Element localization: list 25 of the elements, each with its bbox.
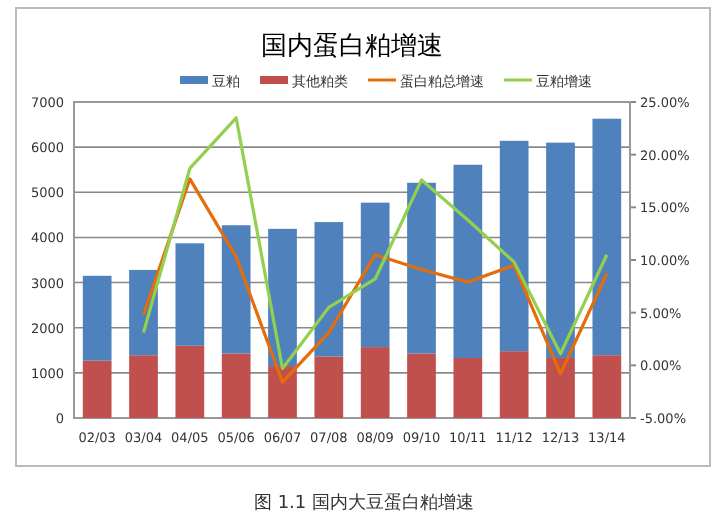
bar xyxy=(546,142,575,358)
caption: 图 1.1 国内大豆蛋白粕增速 xyxy=(253,492,475,514)
bar xyxy=(268,228,297,367)
bar xyxy=(453,164,483,358)
bar xyxy=(82,360,112,418)
chart-title: 国内蛋白粕增速 xyxy=(261,32,443,62)
bar xyxy=(175,345,205,418)
bar xyxy=(407,353,436,418)
bar xyxy=(360,347,390,418)
bar xyxy=(592,118,622,356)
bar xyxy=(268,366,297,418)
bar xyxy=(360,202,390,348)
bar xyxy=(175,243,205,346)
bar xyxy=(499,140,529,352)
bar xyxy=(453,357,483,418)
bar xyxy=(82,275,112,361)
bar xyxy=(221,353,251,418)
bar xyxy=(407,182,436,354)
bar xyxy=(546,357,575,418)
bar xyxy=(499,351,529,418)
bar xyxy=(129,355,158,418)
bar xyxy=(221,225,251,354)
bar xyxy=(314,356,344,418)
bar xyxy=(592,355,622,418)
bar xyxy=(314,222,344,357)
